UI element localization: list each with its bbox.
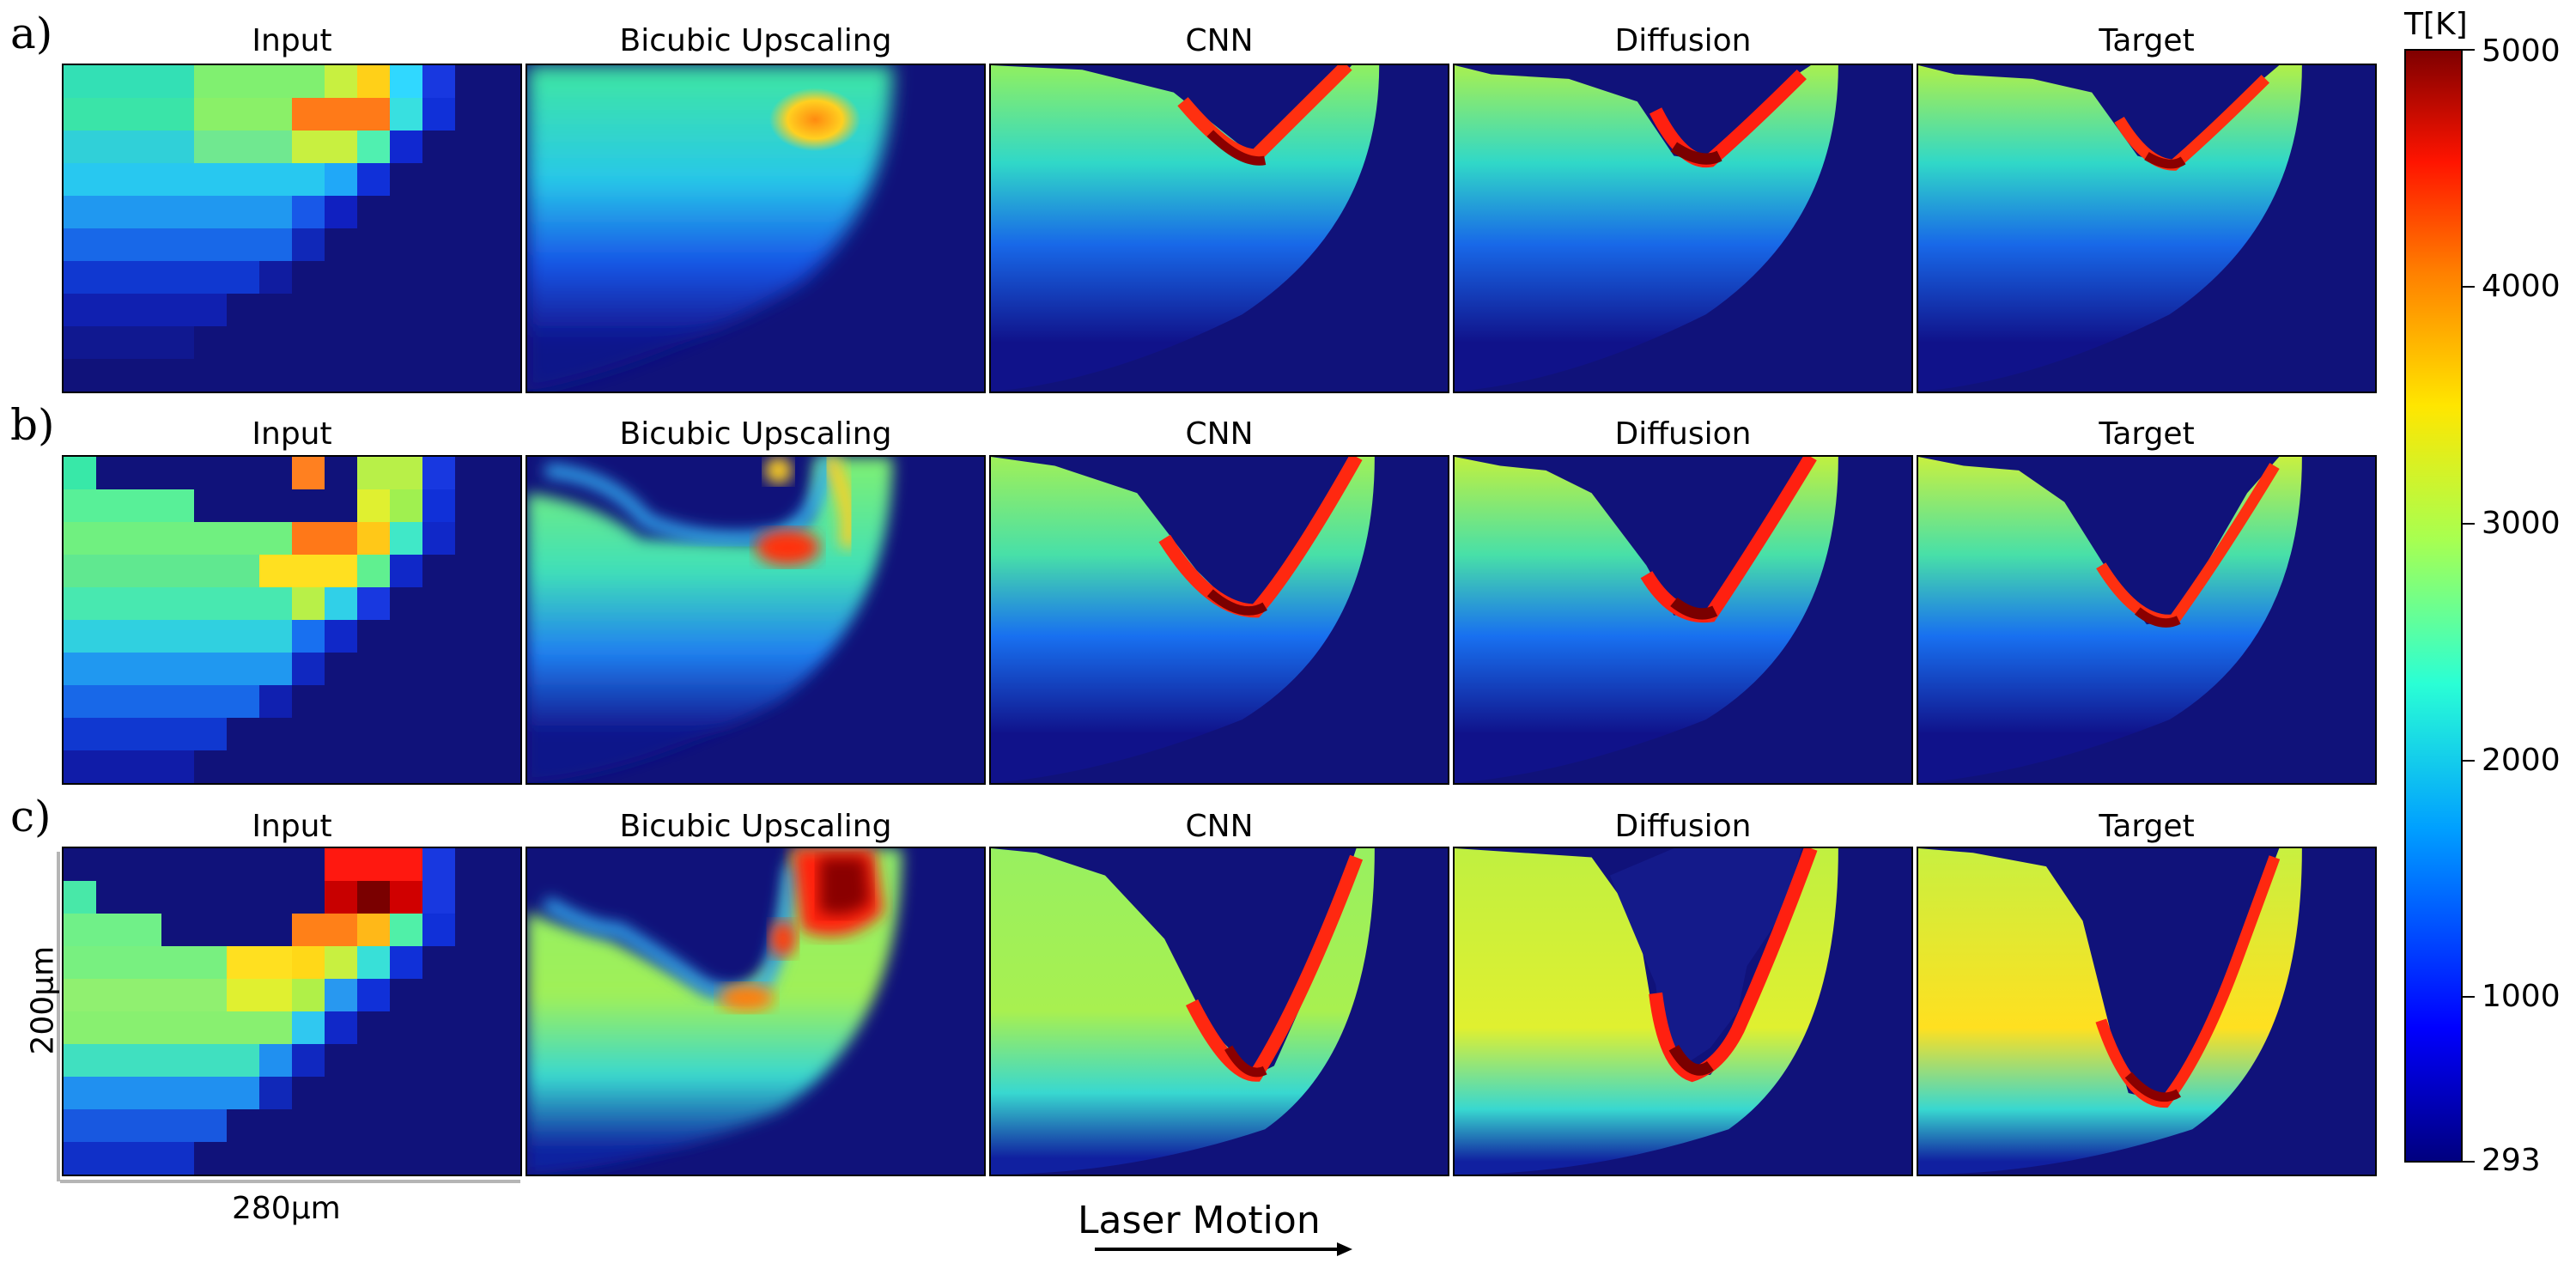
title-diffusion-b: Diffusion (1614, 416, 1752, 452)
title-cnn-c: CNN (1185, 809, 1254, 844)
panel-b-bicubic (526, 455, 986, 785)
title-cnn-a: CNN (1185, 23, 1254, 58)
title-target-a: Target (2099, 23, 2195, 58)
title-bicubic-a: Bicubic Upscaling (619, 23, 892, 58)
panel-a-input (62, 64, 522, 393)
laser-motion-label: Laser Motion (1078, 1199, 1321, 1242)
scale-bar-horizontal (60, 1180, 520, 1183)
colorbar-tick-label: 3000 (2482, 506, 2561, 541)
panel-a-diffusion (1453, 64, 1913, 393)
panel-c-bicubic (526, 847, 986, 1176)
panel-c-target (1917, 847, 2377, 1176)
colorbar (2404, 49, 2463, 1163)
panel-b-input (62, 455, 522, 785)
colorbar-tick-label: 293 (2482, 1143, 2541, 1178)
title-cnn-b: CNN (1185, 416, 1254, 452)
title-target-c: Target (2099, 809, 2195, 844)
title-bicubic-c: Bicubic Upscaling (619, 809, 892, 844)
colorbar-tick (2463, 286, 2475, 288)
panel-a-cnn (989, 64, 1449, 393)
row-label-a: a) (10, 9, 53, 58)
panel-a-bicubic (526, 64, 986, 393)
colorbar-tick-label: 2000 (2482, 743, 2561, 778)
title-input-c: Input (252, 809, 332, 844)
panel-c-diffusion (1453, 847, 1913, 1176)
colorbar-tick (2463, 1161, 2475, 1163)
colorbar-tick (2463, 523, 2475, 525)
row-label-b: b) (10, 400, 55, 450)
row-label-c: c) (10, 792, 52, 841)
title-input-b: Input (252, 416, 332, 452)
panel-b-diffusion (1453, 455, 1913, 785)
scale-label-horizontal: 280μm (232, 1191, 341, 1226)
title-diffusion-c: Diffusion (1614, 809, 1752, 844)
title-bicubic-b: Bicubic Upscaling (619, 416, 892, 452)
panel-a-target (1917, 64, 2377, 393)
colorbar-tick-label: 4000 (2482, 269, 2561, 304)
panel-b-target (1917, 455, 2377, 785)
colorbar-tick (2463, 49, 2475, 51)
colorbar-tick (2463, 996, 2475, 998)
colorbar-tick (2463, 760, 2475, 762)
scale-bar-vertical (57, 852, 60, 1181)
colorbar-title: T[K] (2404, 7, 2468, 42)
scale-label-vertical: 200μm (25, 945, 61, 1055)
title-input-a: Input (252, 23, 332, 58)
title-diffusion-a: Diffusion (1614, 23, 1752, 58)
title-target-b: Target (2099, 416, 2195, 452)
panel-c-input (62, 847, 522, 1176)
colorbar-tick-label: 1000 (2482, 979, 2561, 1014)
colorbar-tick-label: 5000 (2482, 33, 2561, 69)
panel-b-cnn (989, 455, 1449, 785)
panel-c-cnn (989, 847, 1449, 1176)
right-arrow-icon (1095, 1242, 1352, 1256)
